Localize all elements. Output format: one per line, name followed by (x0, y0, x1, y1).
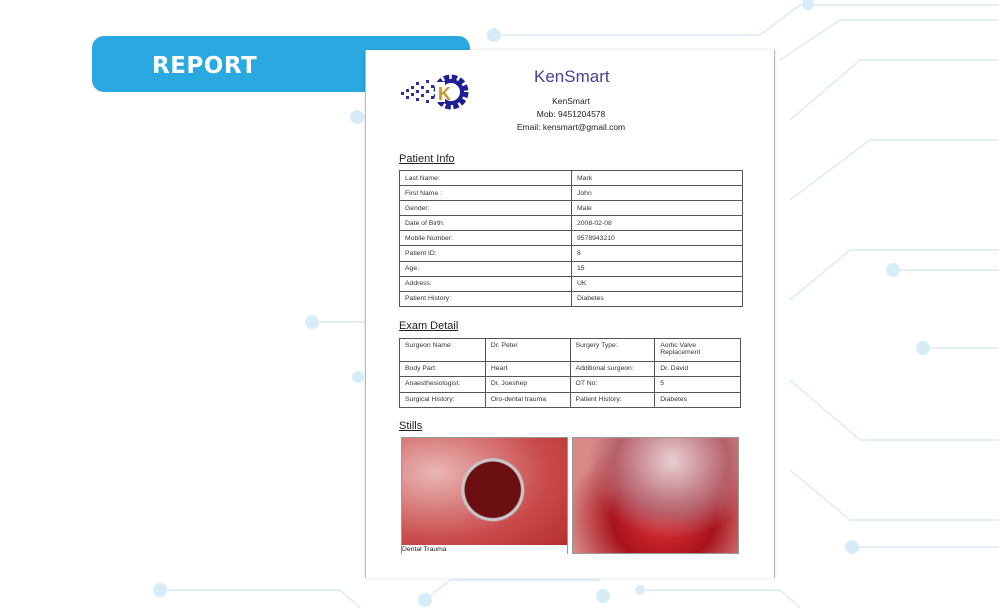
field-label: Date of Birth: (399, 215, 572, 232)
table-row: Surgeon Name: Dr. Peter Surgery Type: Aorti… (399, 338, 741, 362)
table-row: Age: 15 (399, 260, 743, 277)
table-row: Body Part: Heart Additional surgeon: Dr. Da… (399, 360, 741, 378)
field-value: Dr. Joeshep (484, 376, 571, 393)
table-row: Last Name: Mark (399, 169, 743, 187)
field-value: Dr. David (654, 360, 741, 378)
field-value: Mark (571, 169, 743, 187)
table-row: Patient ID: 8 (399, 245, 743, 262)
field-value: 9578943210 (571, 230, 743, 247)
still-image[interactable] (572, 437, 739, 554)
table-row: Anaesthesiologist: Dr. Joeshep OT No: 5 (399, 376, 741, 393)
company-mobile: Mob: 9451204578 (536, 109, 606, 119)
field-value: 8 (571, 245, 743, 262)
table-row: Mobile Number: 9578943210 (399, 230, 743, 247)
banner-title: REPORT (152, 53, 258, 79)
svg-text:K: K (438, 84, 451, 104)
field-label: Patient History: (569, 391, 656, 408)
field-value: 2008-02-08 (571, 215, 743, 232)
field-label: Address: (399, 275, 572, 292)
stills-heading: Stills (399, 420, 423, 432)
field-label: Surgeon Name: (399, 338, 486, 362)
contact-info: KenSmart Mob: 9451204578 Email: kensmart… (466, 95, 676, 134)
field-value: Male (571, 200, 743, 217)
field-value: Heart (484, 360, 571, 378)
table-row: Gender: Male (399, 200, 743, 217)
patient-info-table: Last Name: Mark First Name : John Gender: Mal… (399, 169, 743, 307)
field-label: Surgical History: (399, 391, 486, 408)
field-label: Anaesthesiologist: (399, 376, 486, 393)
still-caption: Dental Trauma (402, 545, 567, 554)
table-row: Date of Birth: 2008-02-08 (399, 215, 743, 232)
field-label: Patient ID: (399, 245, 572, 262)
field-label: Gender: (399, 200, 572, 217)
field-value: Aortic Valve Replacement (654, 338, 741, 362)
kensmart-logo-icon: K (401, 74, 469, 110)
field-value: Diabetes (571, 290, 743, 307)
field-value: John (571, 185, 743, 202)
field-label: Additional surgeon: (569, 360, 656, 378)
field-label: Surgery Type: (569, 338, 656, 362)
exam-detail-table: Surgeon Name: Dr. Peter Surgery Type: Aorti… (399, 338, 741, 408)
field-label: Age: (399, 260, 572, 277)
field-value: UK (571, 275, 743, 292)
field-value: Diabetes (654, 391, 741, 408)
field-label: Patient History: (399, 290, 572, 307)
table-row: Surgical History: Oro-dental trauma Patien… (399, 391, 741, 408)
report-document: K KenSmart KenSmart Mob: 9451204578 Emai… (365, 50, 775, 578)
field-label: OT No: (569, 376, 656, 393)
field-label: Body Part: (399, 360, 486, 378)
field-value: 5 (654, 376, 741, 393)
field-value: 15 (571, 260, 743, 277)
table-row: Address: UK (399, 275, 743, 292)
still-image[interactable]: Dental Trauma (401, 437, 568, 554)
brand-name: KenSmart (534, 67, 610, 86)
patient-info-heading: Patient Info (399, 153, 455, 165)
exam-detail-heading: Exam Detail (399, 320, 459, 332)
table-row: First Name : John (399, 185, 743, 202)
company-email: Email: kensmart@gmail.com (516, 122, 626, 132)
field-value: Dr. Peter (484, 338, 571, 362)
field-label: Mobile Number: (399, 230, 572, 247)
table-row: Patient History: Diabetes (399, 290, 743, 307)
field-label: First Name : (399, 185, 572, 202)
field-label: Last Name: (399, 169, 572, 187)
stills-gallery: Dental Trauma (399, 436, 743, 557)
company-name: KenSmart (552, 96, 590, 106)
field-value: Oro-dental trauma (484, 391, 571, 408)
